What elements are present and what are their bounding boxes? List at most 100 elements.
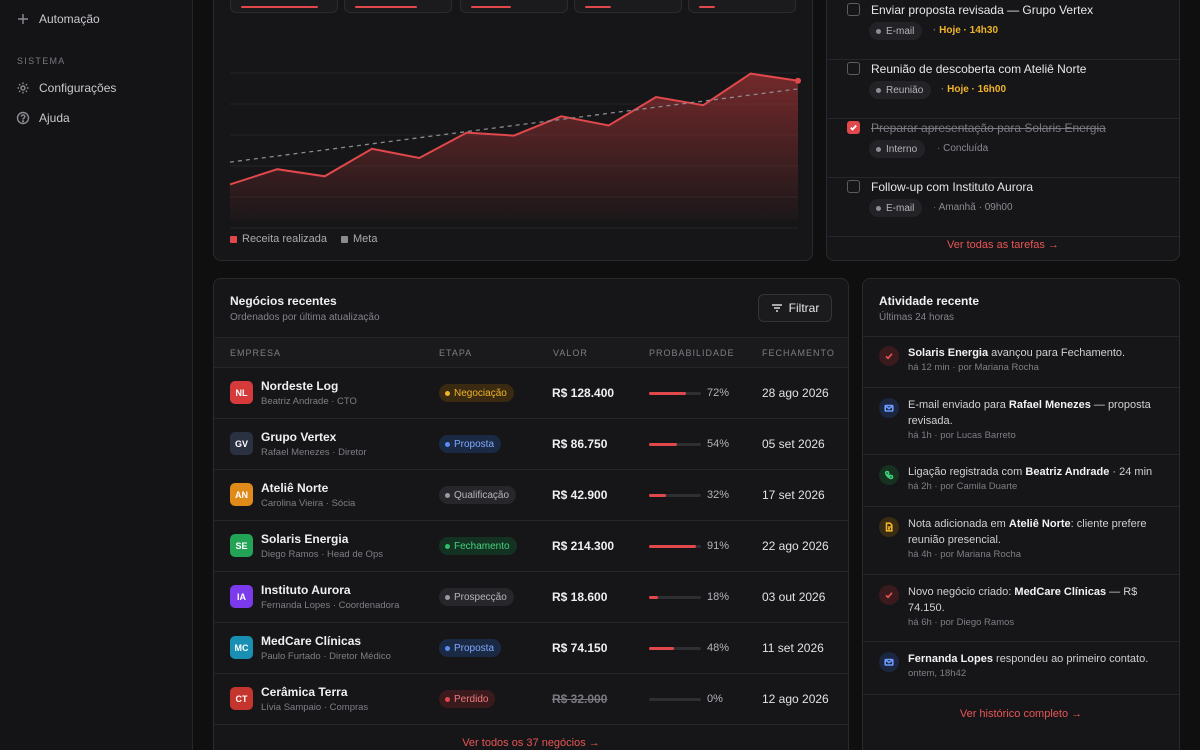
activity-item[interactable]: Nota adicionada em Ateliê Norte: cliente… (863, 507, 1179, 575)
company-name[interactable]: Cerâmica Terra (261, 685, 348, 699)
stage-label: Proposta (454, 438, 495, 450)
legend-label-target: Meta (353, 233, 378, 245)
activity-item[interactable]: Fernanda Lopes respondeu ao primeiro con… (863, 642, 1179, 695)
company-name[interactable]: MedCare Clínicas (261, 634, 362, 648)
probability-value: 54% (707, 438, 730, 450)
view-all-tasks-link[interactable]: Ver todas as tarefas → (947, 239, 1059, 251)
task-tag: E-mail (869, 199, 923, 217)
legend-item-actual: Receita realizada (230, 233, 327, 245)
company-name[interactable]: Grupo Vertex (261, 430, 337, 444)
activity-item[interactable]: E-mail enviado para Rafael Menezes — pro… (863, 388, 1179, 455)
sidebar: Automação SISTEMA Configurações Ajuda (0, 0, 193, 750)
table-row[interactable]: MC MedCare Clínicas Paulo Furtado · Direto… (214, 623, 848, 674)
task-tag-label: Reunião (886, 84, 924, 96)
probability-bar (649, 698, 701, 701)
stage-badge: Fechamento (439, 537, 517, 555)
column-header-stage[interactable]: ETAPA (439, 348, 473, 358)
company-avatar: SE (230, 534, 253, 557)
activity-meta: há 12 min · por Mariana Rocha (908, 362, 1039, 373)
data-point[interactable] (795, 77, 801, 84)
activity-text-part: — proposta revisada. (908, 399, 1151, 427)
activity-item[interactable]: Ligação registrada com Beatriz Andrade ·… (863, 455, 1179, 507)
activity-entity: Beatriz Andrade (1025, 466, 1110, 478)
table-row[interactable]: CT Cerâmica Terra Lívia Sampaio · Compras P… (214, 674, 848, 725)
pipeline-stat[interactable]: 19 negócios (460, 0, 568, 13)
recent-deals-card: Negócios recentes Ordenados por última a… (213, 278, 849, 750)
deals-subtitle: Ordenados por última atualização (230, 312, 380, 323)
pipeline-stat[interactable]: 6 negócios (688, 0, 796, 13)
stage-dot (445, 390, 450, 396)
task-item[interactable]: Preparar apresentação para Solaris Energ… (827, 119, 1179, 178)
activity-meta: há 2h · por Camila Duarte (908, 481, 1018, 492)
column-header-value[interactable]: VALOR (553, 348, 588, 358)
stage-label: Fechamento (454, 540, 510, 552)
task-due: Concluída (937, 143, 988, 154)
close-date: 11 set 2026 (762, 641, 824, 655)
pipeline-stat[interactable]: 46 negócios (230, 0, 338, 13)
table-row[interactable]: NL Nordeste Log Beatriz Andrade · CTO Negoc… (214, 368, 848, 419)
divider (863, 336, 1179, 337)
column-header-close-date[interactable]: FECHAMENTO (762, 348, 835, 358)
task-checkbox[interactable] (847, 121, 860, 134)
check-icon (850, 124, 857, 131)
task-checkbox[interactable] (847, 3, 860, 16)
deal-value: R$ 18.600 (552, 590, 608, 604)
sidebar-item-help[interactable]: Ajuda (16, 111, 70, 125)
company-avatar: IA (230, 585, 253, 608)
table-row[interactable]: AN Ateliê Norte Carolina Vieira · Sócia Qua… (214, 470, 848, 521)
pipeline-stat[interactable]: 31 negócios (344, 0, 452, 13)
task-title: Follow-up com Instituto Aurora (871, 180, 1034, 194)
table-row[interactable]: GV Grupo Vertex Rafael Menezes · Diretor Pr… (214, 419, 848, 470)
pipeline-stat-bar (241, 6, 318, 8)
activity-title: Atividade recente (879, 294, 980, 308)
task-item[interactable]: Reunião de descoberta com Ateliê Norte Re… (827, 60, 1179, 119)
table-row[interactable]: SE Solaris Energia Diego Ramos · Head de O… (214, 521, 848, 572)
sidebar-item-settings[interactable]: Configurações (16, 81, 116, 95)
activity-text: Fernanda Lopes respondeu ao primeiro con… (908, 651, 1170, 667)
chart-legend: Receita realizada Meta (230, 233, 377, 245)
stage-label: Negociação (454, 387, 507, 399)
sidebar-item-label: Automação (39, 12, 100, 26)
probability-value: 48% (707, 642, 730, 654)
column-header-company[interactable]: EMPRESA (230, 348, 282, 358)
task-checkbox[interactable] (847, 180, 860, 193)
company-name[interactable]: Ateliê Norte (261, 481, 329, 495)
filter-button[interactable]: Filtrar (758, 294, 832, 322)
stage-badge: Perdido (439, 690, 496, 708)
pipeline-stat[interactable]: 11 negócios (574, 0, 682, 13)
activity-text-part: respondeu ao primeiro contato. (992, 653, 1149, 665)
company-name[interactable]: Instituto Aurora (261, 583, 351, 597)
company-avatar: MC (230, 636, 253, 659)
task-due: Hoje · 16h00 (941, 84, 1006, 95)
activity-text-part: : cliente prefere reunião presencial. (908, 518, 1147, 546)
task-tag: E-mail (869, 22, 923, 40)
column-header-probability[interactable]: PROBABILIDADE (649, 348, 735, 358)
activity-text: E-mail enviado para Rafael Menezes — pro… (908, 397, 1170, 429)
pipeline-stat-bar (699, 6, 715, 8)
company-name[interactable]: Solaris Energia (261, 532, 349, 546)
mail-icon (879, 398, 899, 418)
view-activity-history-link[interactable]: Ver histórico completo → (959, 708, 1083, 720)
activity-item[interactable]: Novo negócio criado: MedCare Clínicas — … (863, 575, 1179, 642)
stage-badge: Proposta (439, 639, 502, 657)
probability-value: 32% (707, 489, 730, 501)
task-checkbox[interactable] (847, 62, 860, 75)
view-all-deals-link[interactable]: Ver todos os 37 negócios → (462, 737, 600, 749)
task-item[interactable]: Follow-up com Instituto Aurora E-mail Aman… (827, 178, 1179, 237)
activity-entity: Ateliê Norte (1008, 518, 1071, 530)
sidebar-item-label: Ajuda (39, 111, 70, 125)
task-tag: Reunião (869, 81, 932, 99)
legend-swatch-target (341, 235, 348, 243)
sidebar-item-automation[interactable]: Automação (16, 12, 100, 26)
recent-activity-card: Atividade recente Últimas 24 horas Solar… (862, 278, 1180, 750)
probability-bar-fill (649, 545, 697, 548)
activity-meta: há 4h · por Mariana Rocha (908, 549, 1022, 560)
stage-badge: Prospecção (439, 588, 514, 606)
task-tag: Interno (869, 140, 926, 158)
legend-item-target: Meta (341, 233, 377, 245)
task-item[interactable]: Enviar proposta revisada — Grupo Vertex E… (827, 1, 1179, 60)
activity-item[interactable]: Solaris Energia avançou para Fechamento.… (863, 336, 1179, 388)
probability-bar-fill (649, 443, 678, 446)
table-row[interactable]: IA Instituto Aurora Fernanda Lopes · Coord… (214, 572, 848, 623)
company-name[interactable]: Nordeste Log (261, 379, 339, 393)
